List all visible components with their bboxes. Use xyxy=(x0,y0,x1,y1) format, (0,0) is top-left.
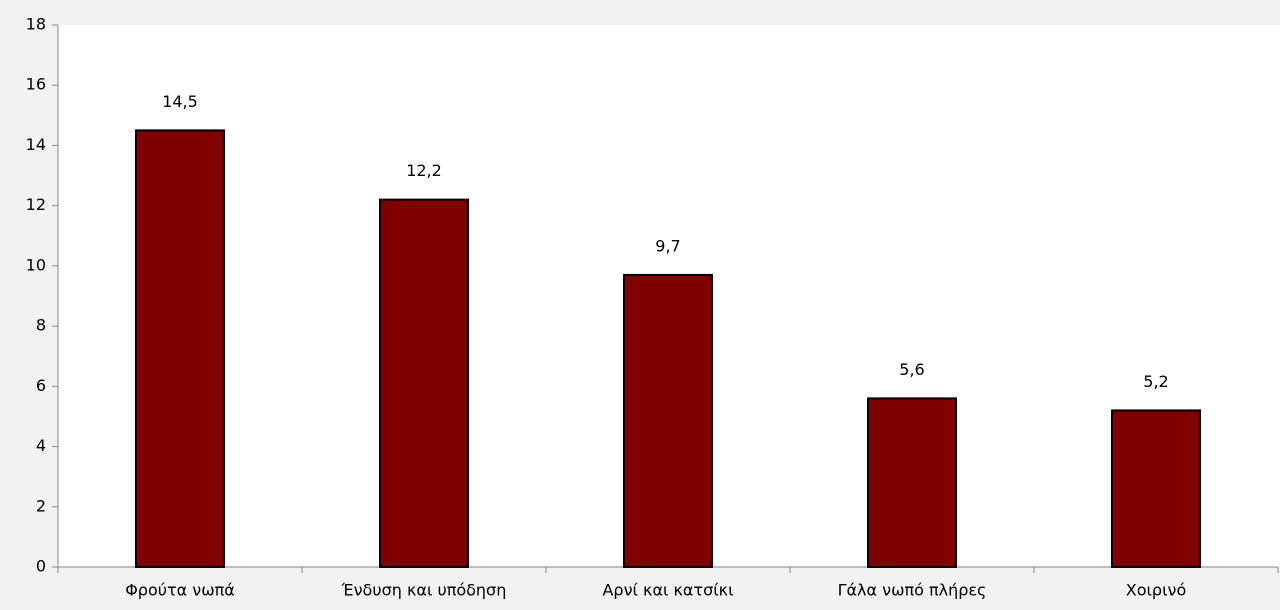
bar xyxy=(379,198,469,568)
y-tick-label: 18 xyxy=(26,15,46,34)
x-tick-label: Γάλα νωπό πλήρες xyxy=(838,581,987,600)
y-tick-label: 10 xyxy=(26,255,46,274)
x-tick-label: Χοιρινό xyxy=(1126,581,1186,600)
x-tick-label: Ένδυση και υπόδηση xyxy=(341,581,507,600)
y-tick-label: 6 xyxy=(36,376,46,395)
x-tick-label: Φρούτα νωπά xyxy=(125,581,235,600)
y-tick-label: 14 xyxy=(26,135,46,154)
bar xyxy=(1111,409,1201,568)
value-label: 12,2 xyxy=(406,161,442,180)
y-tick-label: 2 xyxy=(36,496,46,515)
y-tick-label: 12 xyxy=(26,195,46,214)
x-tick-label: Αρνί και κατσίκι xyxy=(602,581,733,600)
value-label: 5,2 xyxy=(1143,372,1168,391)
bar xyxy=(623,273,713,568)
bar xyxy=(135,129,225,568)
y-tick-label: 4 xyxy=(36,436,46,455)
bar xyxy=(867,397,957,568)
value-label: 5,6 xyxy=(899,360,924,379)
value-label: 9,7 xyxy=(655,236,680,255)
value-label: 14,5 xyxy=(162,92,198,111)
y-tick-label: 8 xyxy=(36,316,46,335)
y-tick-label: 0 xyxy=(36,557,46,576)
y-tick-label: 16 xyxy=(26,75,46,94)
